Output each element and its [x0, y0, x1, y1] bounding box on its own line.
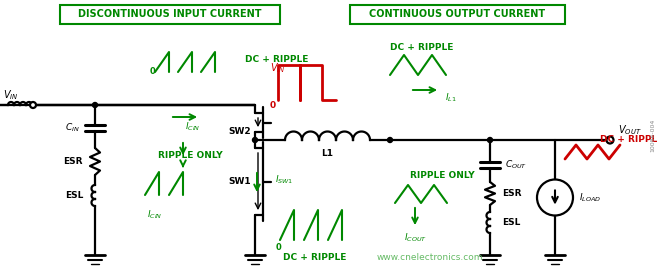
Circle shape — [537, 180, 573, 215]
Text: RIPPLE ONLY: RIPPLE ONLY — [158, 150, 222, 160]
Text: ESL: ESL — [64, 191, 83, 200]
Text: DISCONTINUOUS INPUT CURRENT: DISCONTINUOUS INPUT CURRENT — [78, 9, 262, 19]
Circle shape — [607, 137, 613, 143]
Text: ESL: ESL — [502, 218, 520, 227]
Bar — [350, 5, 565, 24]
Circle shape — [488, 137, 492, 143]
Text: $I_{CIN}$: $I_{CIN}$ — [147, 209, 163, 221]
Text: $C_{IN}$: $C_{IN}$ — [65, 122, 80, 134]
Circle shape — [30, 102, 36, 108]
Circle shape — [388, 137, 393, 143]
Text: SW1: SW1 — [228, 177, 251, 186]
Text: $V_{IN}$: $V_{IN}$ — [270, 61, 286, 75]
Text: CONTINUOUS OUTPUT CURRENT: CONTINUOUS OUTPUT CURRENT — [369, 9, 545, 19]
Circle shape — [93, 103, 97, 107]
Text: $I_{L1}$: $I_{L1}$ — [445, 92, 457, 104]
Text: SW2: SW2 — [228, 127, 251, 137]
Text: $V_{OUT}$: $V_{OUT}$ — [618, 123, 642, 137]
Text: DC + RIPPLE: DC + RIPPLE — [284, 254, 347, 262]
Text: DC + RIPPLE: DC + RIPPLE — [390, 43, 453, 52]
Text: www.cnelectronics.com: www.cnelectronics.com — [377, 254, 483, 262]
Text: ESR: ESR — [64, 157, 83, 166]
Circle shape — [253, 137, 257, 143]
Bar — [60, 5, 280, 24]
Text: DC + RIPPLE: DC + RIPPLE — [245, 56, 309, 65]
Text: 10086-004: 10086-004 — [651, 118, 655, 152]
Text: ESR: ESR — [502, 189, 522, 198]
Text: RIPPLE ONLY: RIPPLE ONLY — [410, 170, 474, 180]
Text: $I_{COUT}$: $I_{COUT}$ — [403, 232, 426, 244]
Text: 0: 0 — [270, 102, 276, 110]
Text: 0: 0 — [275, 244, 281, 252]
Text: $I_{LOAD}$: $I_{LOAD}$ — [579, 191, 601, 204]
Text: $I_{SW1}$: $I_{SW1}$ — [275, 174, 293, 186]
Text: $V_{IN}$: $V_{IN}$ — [3, 88, 19, 102]
Text: DC + RIPPLE: DC + RIPPLE — [600, 136, 658, 144]
Text: $C_{OUT}$: $C_{OUT}$ — [505, 159, 527, 171]
Text: $I_{CIN}$: $I_{CIN}$ — [186, 121, 201, 133]
Text: L1: L1 — [322, 150, 334, 158]
Text: 0: 0 — [149, 68, 155, 76]
